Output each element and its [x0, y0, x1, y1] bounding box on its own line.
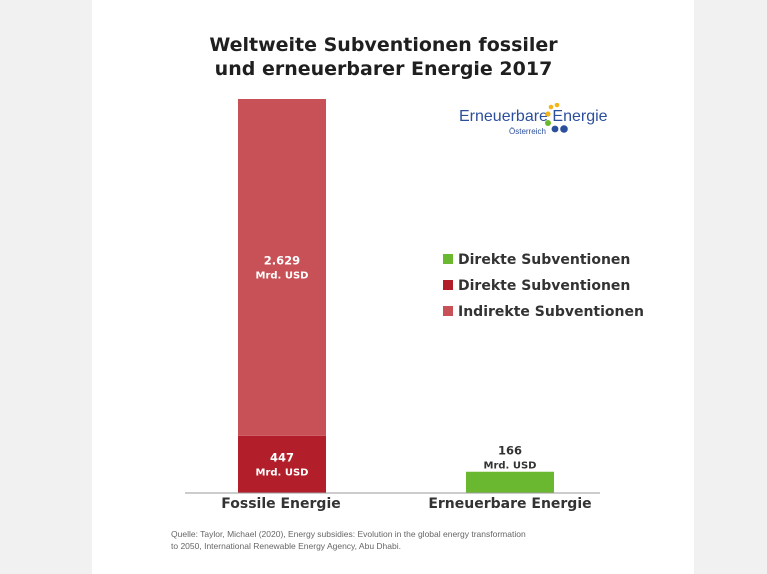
legend-swatch [443, 254, 453, 264]
chart-panel [92, 0, 694, 574]
data-label-unit: Mrd. USD [256, 467, 309, 478]
data-label-value: 2.629 [264, 253, 300, 267]
source-note: Quelle: Taylor, Michael (2020), Energy s… [171, 528, 571, 552]
data-label-value: 447 [270, 450, 294, 464]
legend-swatch [443, 306, 453, 316]
data-label-unit: Mrd. USD [484, 461, 537, 472]
data-label-value: 166 [498, 444, 522, 458]
x-tick-label: Fossile Energie [221, 496, 341, 512]
legend-swatch [443, 280, 453, 290]
logo-wordmark: Erneuerbare Energie [459, 108, 608, 125]
legend-label: Direkte Subventionen [458, 278, 631, 294]
chart-title-line-2: und erneuerbarer Energie 2017 [214, 58, 553, 80]
data-label-unit: Mrd. USD [256, 270, 309, 281]
chart-title-line-1: Weltweite Subventionen fossiler [209, 34, 558, 56]
legend-label: Direkte Subventionen [458, 252, 631, 268]
x-tick-label: Erneuerbare Energie [428, 496, 591, 512]
bar-segment [238, 435, 326, 493]
logo-subtitle: Österreich [509, 127, 546, 136]
logo: Erneuerbare Energie Österreich [459, 103, 619, 141]
bar-segment [238, 99, 326, 436]
source-line-1: Quelle: Taylor, Michael (2020), Energy s… [171, 529, 526, 539]
logo-dots-icon [545, 103, 568, 133]
source-line-2: to 2050, International Renewable Energy … [171, 541, 401, 551]
bar-segment [466, 471, 554, 493]
legend-label: Indirekte Subventionen [458, 304, 644, 320]
